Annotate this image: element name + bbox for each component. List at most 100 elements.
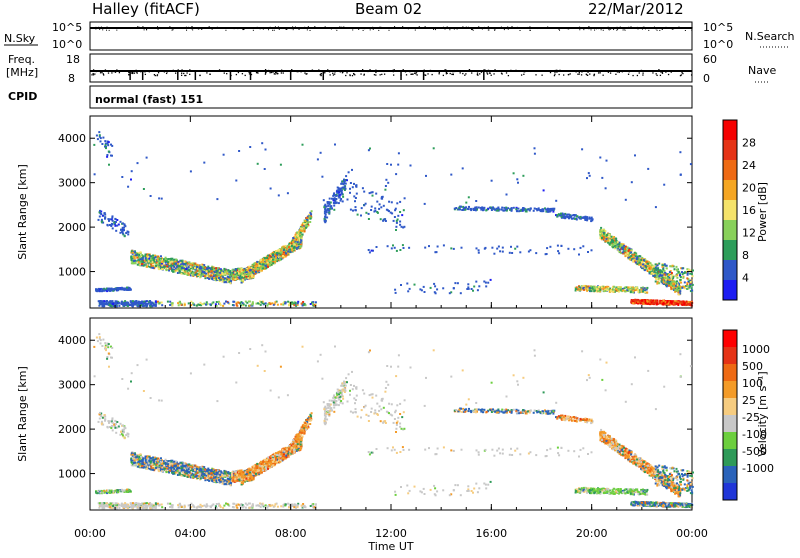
nave-point [642, 71, 643, 72]
nsky-point [657, 30, 658, 31]
nave-point [137, 72, 138, 73]
power-cell [568, 214, 570, 216]
power-cell [161, 265, 163, 267]
power-cell [211, 267, 213, 269]
power-cell [399, 224, 401, 226]
nave-point [342, 71, 343, 72]
power-cell [376, 201, 378, 203]
power-cell [392, 244, 394, 246]
power-cell [517, 208, 519, 210]
nsky-point [512, 26, 513, 27]
power-cell [122, 222, 124, 224]
nave-point [245, 75, 246, 76]
nsky-point [286, 29, 287, 30]
nave-point [132, 73, 133, 74]
power-cell [653, 268, 655, 270]
power-cell [286, 254, 288, 256]
power-cell [169, 268, 171, 270]
power-cell [309, 216, 311, 218]
power-cell [355, 206, 357, 208]
nave-point [199, 70, 200, 71]
nsky-point [579, 29, 580, 30]
nave-point [260, 70, 261, 71]
nsky-point [148, 28, 149, 29]
nave-point [427, 70, 428, 71]
power-cell [363, 204, 365, 206]
power-cell [545, 208, 547, 210]
nsky-label: N.Sky [4, 32, 36, 45]
power-cell [153, 304, 155, 306]
power-cell [306, 217, 308, 219]
nave-point [619, 72, 620, 73]
nsky-point [191, 26, 192, 27]
power-cell [280, 303, 282, 305]
power-cell [516, 246, 518, 248]
power-cell [621, 247, 623, 249]
power-cell [256, 265, 258, 267]
power-cell [132, 252, 134, 254]
freq-tick-top: 18 [66, 53, 80, 66]
nsky-point [101, 27, 102, 28]
power-cell [352, 186, 354, 188]
nave-point [224, 72, 225, 73]
power-cell [402, 244, 404, 246]
power-cell [153, 261, 155, 263]
power-cell [468, 206, 470, 208]
power-cell [332, 195, 334, 197]
power-cell [298, 237, 300, 239]
power-cell [151, 302, 153, 304]
power-cell [357, 214, 359, 216]
nave-point [581, 71, 582, 72]
power-cell [144, 302, 146, 304]
power-cell [212, 301, 214, 303]
nave-point [554, 72, 555, 73]
power-cell [100, 137, 102, 139]
power-cell [297, 302, 299, 304]
power-cell [111, 223, 113, 225]
power-cell [182, 270, 184, 272]
power-cell [374, 210, 376, 212]
power-cell [96, 290, 98, 292]
nsky-point [623, 29, 624, 30]
power-cell [115, 230, 117, 232]
power-cell [208, 271, 210, 273]
nsky-point [217, 27, 218, 28]
power-cell [124, 235, 126, 237]
power-cell [557, 245, 559, 247]
power-cell [368, 218, 370, 220]
nave-point [479, 73, 480, 74]
nave-point [579, 73, 580, 74]
power-cell [635, 287, 637, 289]
power-cell [108, 151, 110, 153]
nave-point [277, 73, 278, 74]
power-cell [485, 247, 487, 249]
power-cell [124, 303, 126, 305]
power-cell [131, 305, 133, 307]
power-cell [539, 209, 541, 211]
power-cell [137, 259, 139, 261]
power-cell [464, 207, 466, 209]
power-cell [613, 236, 615, 238]
power-cell [611, 236, 613, 238]
power-cell [237, 278, 239, 280]
nave-point [629, 71, 630, 72]
power-cell [173, 259, 175, 261]
power-cell [160, 259, 162, 261]
power-cell [224, 278, 226, 280]
power-cell [255, 271, 257, 273]
power-cell [200, 302, 202, 304]
nsky-point [324, 27, 325, 28]
nave-point [264, 70, 265, 71]
power-cell [96, 135, 98, 137]
nsky-point [449, 29, 450, 30]
nsky-point [404, 28, 405, 29]
power-cell [293, 247, 295, 249]
nave-point [108, 72, 109, 73]
nave-point [93, 74, 94, 75]
nave-point [451, 74, 452, 75]
power-cell [146, 266, 148, 268]
nsky-point [670, 28, 671, 29]
nave-point [411, 73, 412, 74]
power-cell [370, 192, 372, 194]
power-cell [297, 241, 299, 243]
